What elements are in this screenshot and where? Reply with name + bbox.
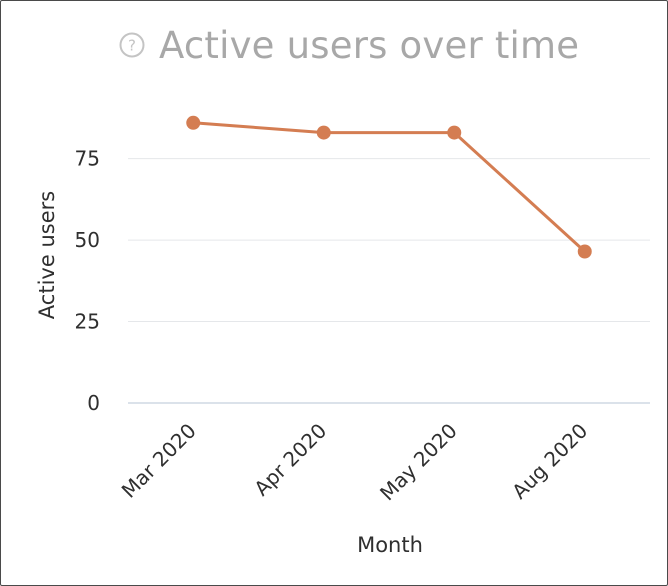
y-tick-label: 75 (75, 147, 100, 171)
chart-title: Active users over time (159, 23, 580, 67)
grid-lines (128, 158, 650, 404)
chart-header: ? Active users over time (119, 21, 579, 69)
data-point[interactable] (316, 125, 331, 140)
data-point[interactable] (186, 115, 201, 130)
x-tick-label: Aug 2020 (507, 419, 592, 504)
y-tick-label: 25 (75, 310, 100, 334)
question-circle-icon[interactable]: ? (119, 32, 145, 58)
data-point[interactable] (447, 125, 462, 140)
x-tick-label: May 2020 (375, 419, 462, 506)
x-tick-labels: Mar 2020 Apr 2020 May 2020 Aug 2020 (117, 419, 593, 506)
svg-text:?: ? (128, 37, 136, 55)
x-tick-label: Mar 2020 (117, 419, 201, 503)
series-line (191, 121, 587, 253)
x-tick-label: Apr 2020 (249, 419, 331, 501)
x-axis-label: Month (357, 533, 423, 557)
y-tick-label: 0 (87, 391, 100, 415)
y-tick-label: 50 (75, 228, 100, 252)
y-tick-labels: 0 25 50 75 (75, 147, 100, 415)
data-point[interactable] (577, 244, 592, 259)
series-layer (186, 115, 592, 259)
y-axis-label: Active users (35, 191, 59, 319)
